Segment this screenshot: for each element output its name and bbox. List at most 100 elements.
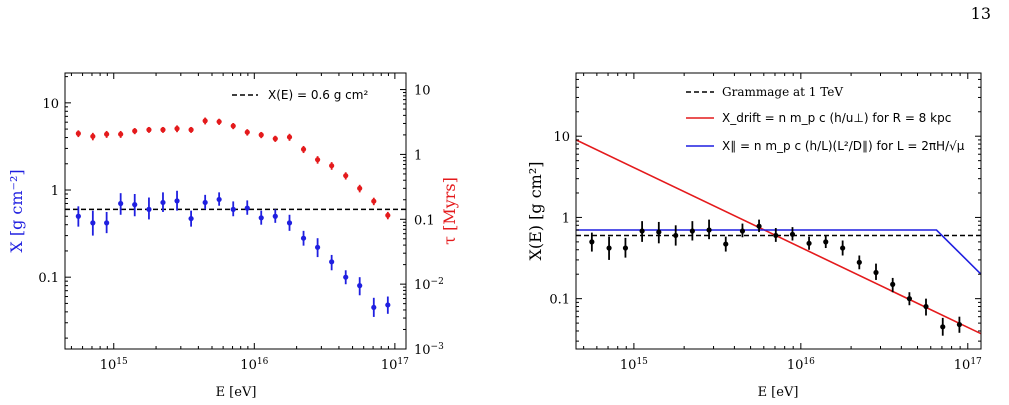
escape-time-point — [90, 133, 96, 139]
parallel-model-line — [576, 229, 981, 275]
escape-time-point — [216, 119, 222, 125]
grammage-point — [756, 223, 762, 229]
escape-time-point — [371, 198, 377, 204]
y-tick-label: 10−3 — [414, 342, 444, 358]
escape-time-point — [385, 212, 391, 218]
grammage-point — [174, 198, 180, 204]
escape-time-point — [300, 146, 307, 152]
grammage-point — [723, 241, 729, 247]
grammage-point — [789, 231, 796, 237]
left-y2-axis-label: τ [Myrs] — [440, 177, 459, 245]
grammage-point — [673, 232, 679, 239]
y-tick-label: 10 — [414, 84, 431, 99]
grammage-point — [357, 283, 363, 289]
grammage-point — [329, 259, 335, 265]
grammage-point — [906, 296, 913, 302]
right-data-series — [589, 219, 963, 336]
grammage-point — [689, 228, 695, 234]
escape-time-point — [286, 134, 293, 140]
escape-time-point — [75, 130, 81, 137]
grammage-point — [343, 274, 349, 280]
escape-time-series — [75, 117, 391, 220]
y-tick-label: 0.1 — [549, 293, 570, 308]
x-tick-label: 1016 — [787, 357, 815, 373]
left-plot-frame — [64, 72, 407, 350]
grammage-point — [706, 227, 712, 233]
y-tick-label: 1 — [562, 211, 570, 226]
grammage-point — [639, 228, 645, 234]
left-chart: 1015 1016 1017 0.1 1 10 10−3 10−2 0.1 1 10 X(E) … — [7, 72, 459, 400]
right-y-axis-label: X(E) [g cm²] — [526, 162, 545, 261]
x-tick-label: 1017 — [954, 357, 982, 373]
escape-time-point — [132, 128, 138, 134]
y-tick-label: 1 — [51, 184, 59, 199]
grammage-point — [385, 302, 391, 308]
grammage-point — [90, 220, 96, 226]
x-tick-label: 1015 — [620, 357, 648, 373]
escape-time-point — [314, 157, 321, 163]
grammage-point — [956, 321, 963, 328]
left-y-axis-label: X [g cm⁻²] — [7, 169, 26, 252]
escape-time-point — [146, 127, 152, 133]
grammage-point — [75, 213, 81, 219]
grammage-point — [823, 239, 829, 245]
grammage-point — [923, 303, 929, 310]
escape-time-point — [244, 129, 250, 135]
grammage-point — [840, 245, 846, 251]
grammage-point — [188, 215, 194, 222]
grammage-point — [940, 324, 946, 330]
grammage-point — [300, 235, 307, 241]
grammage-point — [739, 228, 746, 234]
escape-time-point — [329, 163, 335, 169]
grammage-point — [806, 240, 812, 246]
grammage-point — [286, 220, 293, 226]
legend-grammage-label: Grammage at 1 TeV — [722, 85, 843, 99]
y-tick-label: 0.1 — [414, 213, 435, 228]
escape-time-point — [174, 126, 180, 132]
escape-time-point — [160, 127, 166, 133]
grammage-point — [258, 215, 264, 221]
y-tick-label: 1 — [414, 148, 422, 163]
escape-time-point — [118, 131, 124, 137]
grammage-point — [132, 202, 138, 208]
x-tick-label: 1015 — [100, 357, 128, 373]
y-tick-label: 10 — [42, 97, 59, 112]
grammage-point — [216, 196, 222, 203]
grammage-point — [622, 245, 629, 251]
grammage-point — [146, 206, 152, 212]
escape-time-point — [188, 127, 194, 133]
left-y2-axis-ticks: 10−3 10−2 0.1 1 10 — [400, 84, 444, 358]
grammage-point — [890, 281, 896, 287]
grammage-point — [314, 244, 321, 250]
grammage-point — [118, 200, 124, 207]
escape-time-point — [104, 131, 110, 137]
grammage-point — [104, 220, 110, 226]
grammage-point — [272, 213, 278, 219]
grammage-point — [244, 205, 250, 211]
y-tick-label: 0.1 — [38, 271, 59, 286]
grammage-point — [606, 245, 612, 251]
right-chart: 1015 1016 1017 0.1 1 10 Grammage at 1 TeV X_… — [526, 72, 982, 400]
escape-time-point — [357, 185, 363, 191]
escape-time-point — [258, 132, 264, 138]
grammage-point — [856, 259, 862, 265]
page-number: 13 — [970, 4, 991, 23]
left-y-axis-ticks: 0.1 1 10 — [38, 76, 71, 339]
grammage-point — [589, 239, 595, 245]
right-x-axis-label: E [eV] — [758, 385, 799, 400]
grammage-point — [160, 199, 166, 206]
left-x-axis-ticks: 1015 1016 1017 — [70, 73, 409, 373]
grammage-series — [75, 190, 391, 317]
grammage-point — [371, 304, 377, 311]
grammage-point — [656, 229, 662, 235]
grammage-point — [773, 232, 779, 239]
legend-hline-label: X(E) = 0.6 g cm² — [268, 88, 368, 102]
escape-time-point — [202, 118, 208, 124]
grammage-point — [202, 199, 208, 206]
left-x-axis-label: E [eV] — [216, 385, 257, 400]
escape-time-point — [230, 123, 236, 129]
right-plot-frame — [575, 72, 982, 350]
right-y-axis-ticks: 0.1 1 10 — [549, 72, 981, 342]
legend-parallel-label: X∥ = n m_p c (h/L)(L²/D∥) for L = 2πH/√μ — [722, 139, 965, 153]
